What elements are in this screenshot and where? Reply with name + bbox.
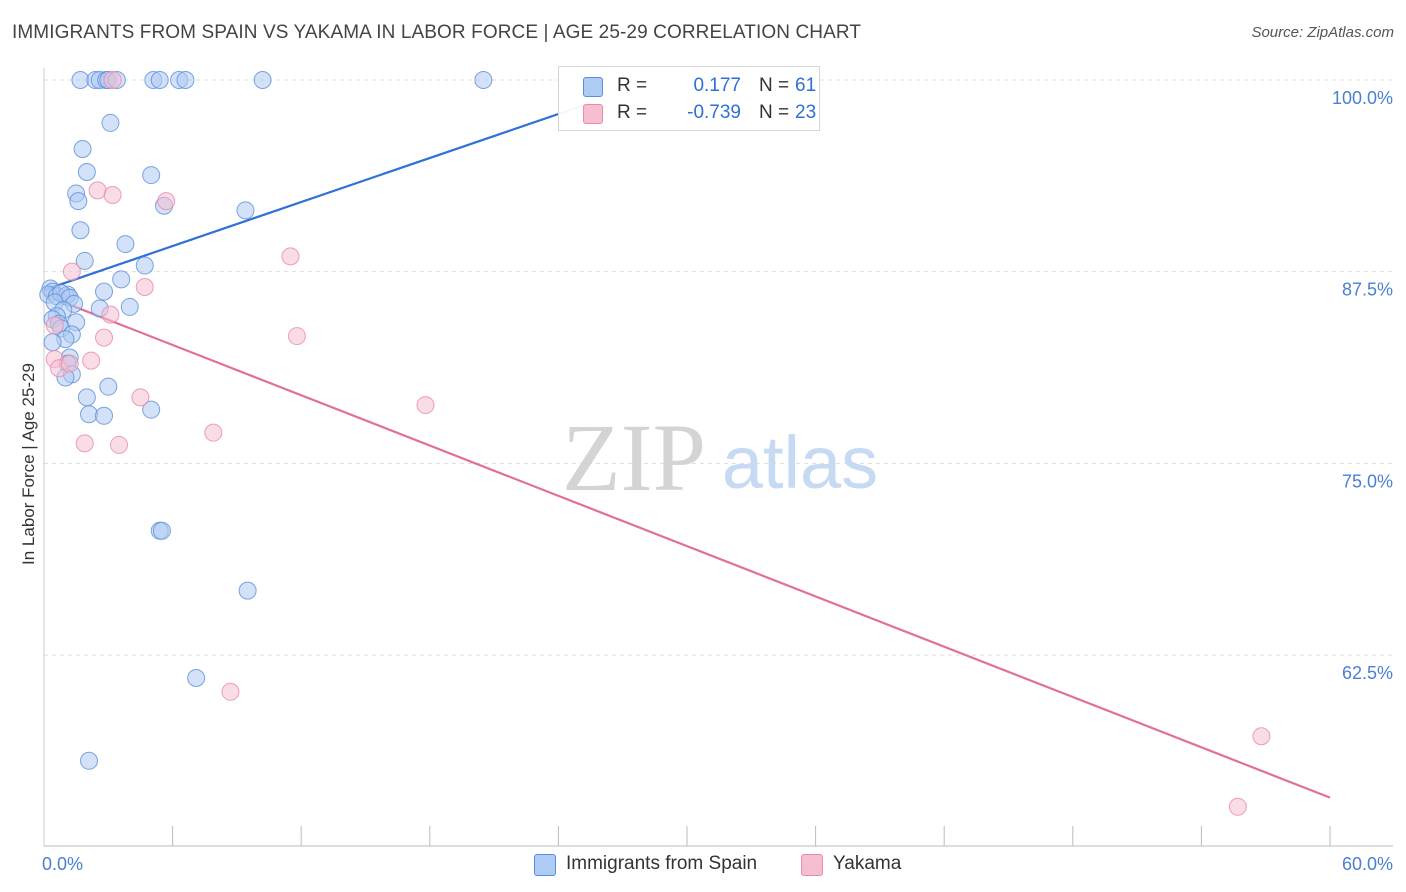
legend-n-label: N = — [759, 75, 790, 96]
point-yakama — [1252, 727, 1271, 746]
y-tick-label: 75.0% — [1342, 471, 1393, 491]
legend-n-value: 61 — [795, 75, 817, 96]
point-spain — [135, 256, 154, 275]
point-yakama — [1228, 797, 1247, 816]
point-spain — [101, 113, 120, 132]
point-spain — [474, 71, 493, 89]
point-yakama — [221, 682, 240, 701]
legend-n-value: 23 — [795, 102, 817, 123]
point-spain — [69, 192, 88, 211]
point-yakama — [110, 435, 129, 454]
point-spain — [80, 751, 99, 770]
point-spain — [43, 333, 62, 352]
series-legend: Immigrants from Spain Yakama — [0, 852, 1406, 878]
legend-label-spain: Immigrants from Spain — [566, 853, 758, 874]
trend-lines — [43, 101, 1331, 799]
watermark-atlas: atlas — [722, 421, 878, 504]
legend-r-label: R = — [617, 75, 648, 96]
point-yakama — [82, 351, 101, 370]
point-yakama — [88, 181, 107, 200]
point-yakama — [131, 388, 150, 407]
point-yakama — [103, 71, 122, 89]
point-yakama — [204, 423, 223, 442]
y-axis-label: In Labor Force | Age 25-29 — [19, 363, 38, 565]
legend-r-value: 0.177 — [693, 75, 741, 96]
watermark-zip: ZIP — [562, 404, 706, 511]
x-tick-label: 0.0% — [42, 854, 83, 874]
legend-swatch-spain — [534, 854, 556, 876]
point-spain — [77, 388, 96, 407]
point-yakama — [287, 327, 306, 346]
point-spain — [142, 166, 161, 185]
point-spain — [142, 400, 161, 419]
point-yakama — [135, 278, 154, 296]
axes — [43, 68, 1393, 847]
point-yakama — [75, 434, 94, 453]
point-spain — [80, 405, 99, 424]
legend-r-label: R = — [617, 102, 648, 123]
watermark: ZIP atlas — [562, 404, 878, 511]
point-spain — [73, 140, 92, 158]
point-spain — [71, 71, 90, 89]
point-yakama — [157, 192, 176, 211]
trend-line-spain — [43, 101, 591, 292]
legend-r-value: -0.739 — [687, 102, 741, 123]
point-spain — [95, 406, 114, 425]
trend-line-yakama — [43, 293, 1331, 799]
point-yakama — [416, 396, 435, 415]
point-spain — [152, 521, 171, 540]
point-yakama — [60, 354, 79, 373]
point-yakama — [101, 305, 120, 324]
point-spain — [187, 669, 206, 687]
point-yakama — [62, 262, 81, 281]
chart-source: Source: ZipAtlas.com — [1251, 24, 1394, 41]
point-spain — [99, 377, 118, 396]
grid-lines — [44, 79, 1393, 656]
point-spain — [116, 235, 135, 254]
legend-n-label: N = — [759, 102, 790, 123]
point-spain — [75, 251, 94, 270]
point-yakama — [45, 316, 64, 335]
point-spain — [150, 71, 169, 89]
legend-swatch-yakama — [583, 104, 603, 124]
y-tick-label: 100.0% — [1332, 88, 1393, 108]
point-spain — [253, 71, 272, 89]
y-tick-label: 87.5% — [1342, 280, 1393, 300]
x-tick-label: 60.0% — [1342, 854, 1393, 874]
y-tick-label: 62.5% — [1342, 663, 1393, 683]
point-yakama — [95, 328, 114, 347]
point-spain — [77, 163, 96, 181]
legend-swatch-yakama — [801, 854, 823, 876]
correlation-legend: R = 0.177 N = 61 R = -0.739 N = 23 — [558, 66, 820, 131]
legend-swatch-spain — [583, 77, 603, 97]
tick-labels: 100.0% 87.5% 75.0% 62.5% 0.0% 60.0% — [42, 88, 1393, 874]
point-spain — [112, 270, 131, 289]
chart-title: IMMIGRANTS FROM SPAIN VS YAKAMA IN LABOR… — [12, 22, 862, 43]
point-spain — [236, 201, 255, 220]
point-spain — [176, 71, 195, 89]
point-yakama — [103, 186, 122, 204]
point-spain — [238, 581, 257, 600]
point-spain — [120, 297, 139, 316]
point-spain — [71, 221, 90, 240]
data-points — [39, 71, 1271, 816]
point-yakama — [281, 247, 300, 266]
point-spain — [95, 282, 114, 301]
legend-label-yakama: Yakama — [833, 853, 902, 874]
